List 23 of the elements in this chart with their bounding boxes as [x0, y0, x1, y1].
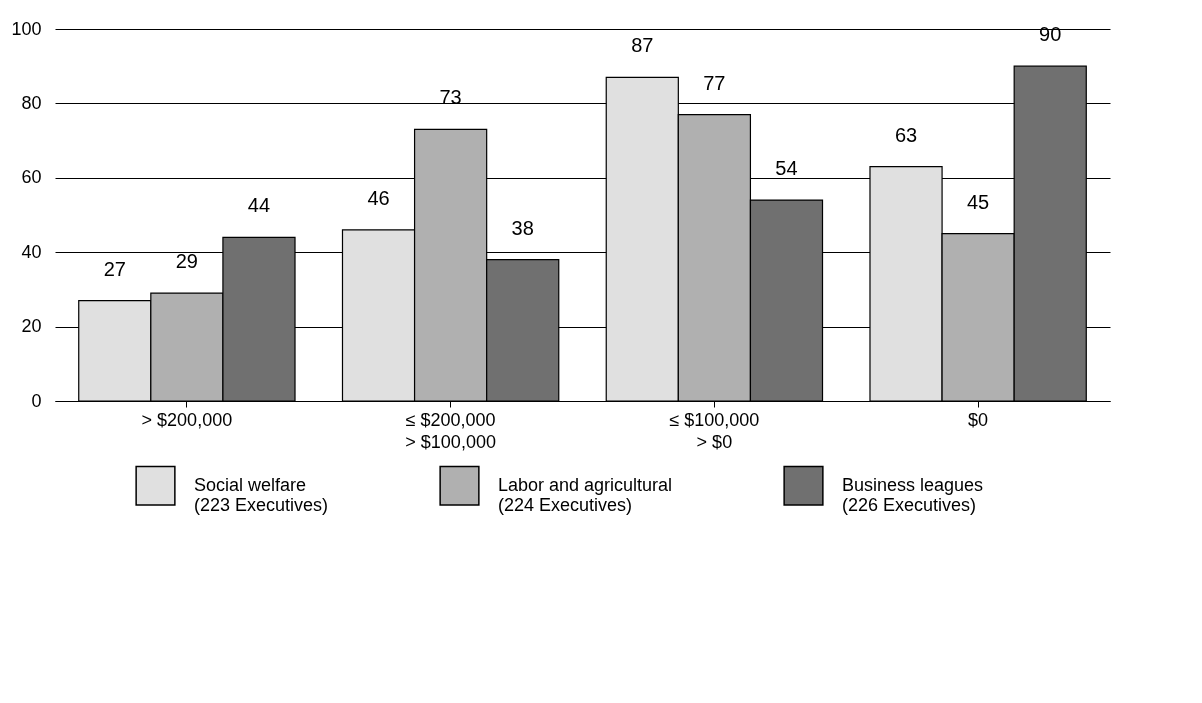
data-label: 45: [967, 190, 990, 213]
data-label: 87: [631, 34, 654, 57]
y-tick-label: 0: [31, 390, 42, 411]
x-tick-label: $0: [968, 409, 989, 430]
y-tick-label: 40: [21, 241, 42, 262]
data-label: 54: [775, 157, 798, 180]
y-tick-label: 60: [21, 167, 42, 188]
legend-label: Labor and agricultural (224 Executives): [498, 474, 673, 515]
y-tick-label: 100: [11, 18, 42, 39]
y-tick-label: 80: [21, 92, 42, 113]
x-tick-label: ≤ $200,000 > $100,000: [405, 409, 496, 452]
data-label: 29: [175, 250, 198, 273]
data-label: 44: [247, 194, 271, 217]
data-label: 63: [894, 123, 918, 146]
y-tick-label: 20: [21, 316, 42, 337]
data-label: 46: [367, 186, 390, 209]
data-label: 77: [703, 71, 726, 94]
data-label: 38: [511, 216, 534, 239]
legend-label: Social welfare (223 Executives): [194, 474, 329, 515]
x-tick-label: > $200,000: [141, 409, 233, 430]
data-label: 27: [103, 257, 126, 280]
legend-label: Business leagues (226 Executives): [842, 474, 984, 515]
x-tick-label: ≤ $100,000 > $0: [669, 409, 760, 452]
